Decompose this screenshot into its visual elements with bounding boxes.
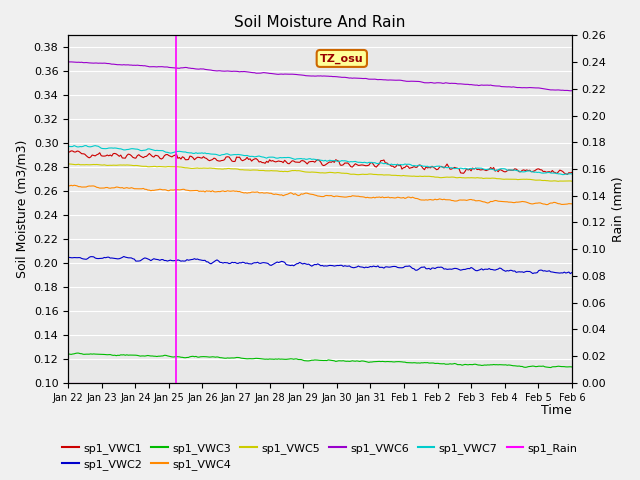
sp1_Rain: [64, 380, 72, 386]
sp1_VWC1: [568, 169, 576, 175]
sp1_VWC2: [566, 271, 574, 276]
sp1_VWC5: [483, 175, 490, 181]
Title: Soil Moisture And Rain: Soil Moisture And Rain: [234, 15, 406, 30]
sp1_VWC2: [216, 260, 224, 265]
Line: sp1_VWC4: sp1_VWC4: [68, 185, 572, 204]
sp1_VWC6: [483, 82, 490, 88]
sp1_VWC3: [478, 362, 486, 368]
Y-axis label: Rain (mm): Rain (mm): [612, 176, 625, 242]
sp1_VWC1: [72, 149, 79, 155]
sp1_VWC5: [568, 178, 576, 184]
sp1_VWC4: [543, 202, 550, 207]
sp1_VWC1: [67, 148, 75, 154]
sp1_VWC2: [70, 255, 78, 261]
sp1_VWC1: [216, 158, 224, 164]
sp1_VWC1: [349, 164, 356, 170]
sp1_VWC6: [568, 88, 576, 94]
sp1_Rain: [347, 380, 355, 386]
sp1_VWC2: [478, 266, 486, 272]
sp1_VWC4: [177, 187, 185, 192]
Y-axis label: Soil Moisture (m3/m3): Soil Moisture (m3/m3): [15, 140, 28, 278]
sp1_VWC5: [175, 164, 183, 170]
sp1_VWC6: [70, 59, 78, 65]
sp1_VWC6: [347, 75, 355, 81]
sp1_VWC1: [64, 150, 72, 156]
sp1_VWC2: [120, 253, 127, 259]
sp1_VWC6: [476, 83, 484, 88]
sp1_VWC7: [349, 159, 356, 165]
sp1_VWC6: [64, 59, 72, 65]
sp1_VWC4: [478, 198, 486, 204]
sp1_VWC2: [349, 264, 356, 270]
sp1_VWC7: [177, 149, 185, 155]
sp1_VWC5: [214, 166, 222, 172]
sp1_Rain: [483, 380, 490, 386]
sp1_VWC4: [568, 201, 576, 207]
sp1_Rain: [214, 380, 222, 386]
sp1_VWC5: [476, 175, 484, 181]
sp1_Rain: [70, 380, 78, 386]
sp1_VWC3: [64, 351, 72, 357]
sp1_Rain: [568, 380, 576, 386]
sp1_VWC4: [72, 183, 79, 189]
sp1_Rain: [175, 380, 183, 386]
Line: sp1_VWC3: sp1_VWC3: [68, 353, 572, 368]
sp1_VWC5: [64, 161, 72, 167]
Legend: sp1_VWC1, sp1_VWC2, sp1_VWC3, sp1_VWC4, sp1_VWC5, sp1_VWC6, sp1_VWC7, sp1_Rain: sp1_VWC1, sp1_VWC2, sp1_VWC3, sp1_VWC4, …: [58, 438, 582, 474]
sp1_VWC7: [568, 171, 576, 177]
X-axis label: Time: Time: [541, 404, 572, 417]
sp1_VWC1: [563, 171, 571, 177]
sp1_VWC5: [347, 171, 355, 177]
sp1_VWC3: [70, 351, 78, 357]
Line: sp1_VWC7: sp1_VWC7: [68, 145, 572, 175]
sp1_VWC6: [566, 88, 574, 94]
sp1_VWC3: [547, 365, 555, 371]
sp1_VWC4: [70, 182, 78, 188]
Line: sp1_VWC1: sp1_VWC1: [68, 151, 572, 174]
Line: sp1_VWC6: sp1_VWC6: [68, 62, 572, 91]
sp1_VWC2: [484, 266, 492, 272]
sp1_VWC3: [74, 350, 81, 356]
sp1_VWC7: [484, 167, 492, 172]
sp1_VWC7: [70, 143, 78, 148]
sp1_VWC7: [83, 143, 90, 148]
Line: sp1_VWC5: sp1_VWC5: [68, 164, 572, 181]
sp1_VWC3: [568, 364, 576, 370]
sp1_VWC1: [484, 167, 492, 173]
sp1_VWC7: [559, 172, 566, 178]
sp1_VWC3: [349, 358, 356, 364]
sp1_VWC2: [568, 270, 576, 276]
sp1_Rain: [476, 380, 484, 386]
sp1_VWC7: [478, 165, 486, 171]
sp1_VWC3: [216, 355, 224, 360]
sp1_VWC4: [216, 189, 224, 194]
sp1_VWC6: [214, 68, 222, 73]
sp1_VWC7: [216, 153, 224, 158]
sp1_VWC4: [484, 200, 492, 206]
sp1_VWC4: [64, 183, 72, 189]
sp1_VWC5: [554, 179, 562, 184]
sp1_VWC1: [177, 156, 185, 162]
Line: sp1_VWC2: sp1_VWC2: [68, 256, 572, 274]
sp1_VWC5: [70, 162, 78, 168]
sp1_VWC3: [177, 354, 185, 360]
sp1_VWC2: [177, 258, 185, 264]
sp1_VWC6: [175, 65, 183, 71]
sp1_VWC7: [64, 143, 72, 149]
sp1_VWC2: [64, 255, 72, 261]
sp1_VWC3: [484, 362, 492, 368]
Text: TZ_osu: TZ_osu: [320, 53, 364, 63]
sp1_VWC1: [478, 167, 486, 173]
sp1_VWC4: [349, 193, 356, 199]
